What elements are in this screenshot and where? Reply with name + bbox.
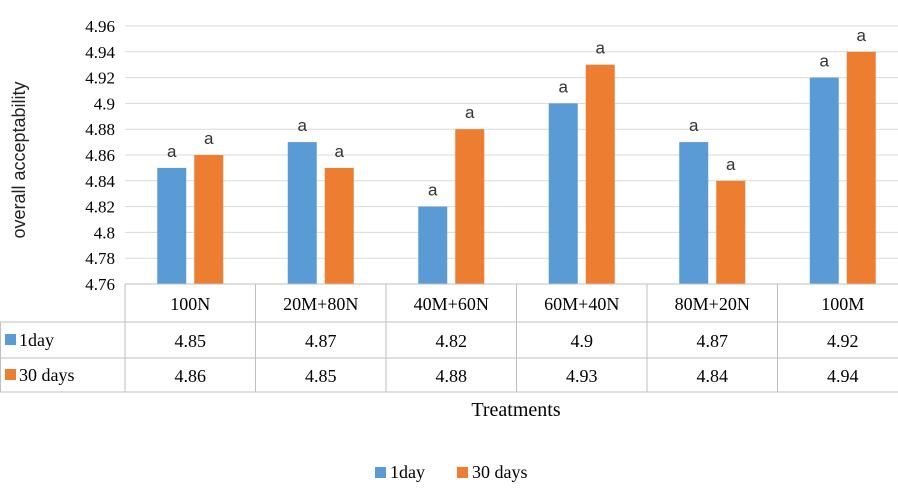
y-axis-label: overall acceptability bbox=[9, 81, 29, 238]
significance-letter: a bbox=[298, 116, 308, 135]
series-key-swatch bbox=[5, 369, 16, 380]
data-cell: 4.86 bbox=[175, 366, 207, 386]
legend-label: 30 days bbox=[472, 462, 528, 482]
legend-swatch bbox=[457, 467, 468, 478]
data-cell: 4.82 bbox=[436, 331, 468, 351]
significance-letter: a bbox=[167, 142, 177, 161]
y-tick-label: 4.82 bbox=[85, 198, 115, 217]
data-cell: 4.93 bbox=[566, 366, 598, 386]
y-tick-label: 4.86 bbox=[85, 146, 115, 165]
bar bbox=[455, 129, 485, 284]
significance-letter: a bbox=[689, 116, 699, 135]
bar bbox=[194, 155, 224, 284]
category-label: 40M+60N bbox=[414, 294, 489, 314]
significance-letter: a bbox=[428, 181, 438, 200]
data-cell: 4.92 bbox=[827, 331, 859, 351]
bar bbox=[716, 180, 746, 284]
series-row-label: 30 days bbox=[19, 365, 75, 385]
significance-letter: a bbox=[857, 26, 867, 45]
significance-letter: a bbox=[335, 142, 345, 161]
bar bbox=[679, 142, 709, 284]
significance-letter: a bbox=[204, 129, 214, 148]
bar bbox=[157, 167, 187, 284]
bar bbox=[548, 103, 578, 285]
y-tick-label: 4.84 bbox=[85, 172, 115, 191]
data-cell: 4.88 bbox=[436, 366, 468, 386]
data-cell: 4.9 bbox=[571, 331, 594, 351]
data-cell: 4.87 bbox=[305, 331, 337, 351]
legend: 1day 30 days bbox=[375, 462, 528, 482]
category-label: 20M+80N bbox=[283, 294, 358, 314]
data-cell: 4.84 bbox=[697, 366, 729, 386]
data-cell: 4.85 bbox=[305, 366, 337, 386]
series-row-label: 1day bbox=[19, 330, 54, 350]
bar bbox=[809, 77, 839, 284]
category-label: 100M bbox=[821, 294, 864, 314]
bar bbox=[418, 206, 448, 284]
significance-letter: a bbox=[726, 155, 736, 174]
y-tick-label: 4.76 bbox=[85, 275, 115, 294]
bar bbox=[287, 142, 317, 284]
legend-label: 1day bbox=[390, 462, 425, 482]
y-tick-label: 4.92 bbox=[85, 69, 115, 88]
y-tick-label: 4.88 bbox=[85, 120, 115, 139]
significance-letters: a a a a a a a a a a a a bbox=[167, 26, 867, 200]
data-cell: 4.87 bbox=[697, 331, 729, 351]
bar bbox=[585, 64, 615, 284]
significance-letter: a bbox=[820, 52, 830, 71]
category-label: 60M+40N bbox=[544, 294, 619, 314]
y-tick-label: 4.9 bbox=[94, 94, 115, 113]
significance-letter: a bbox=[465, 103, 475, 122]
series-key-swatch bbox=[5, 334, 16, 345]
significance-letter: a bbox=[559, 77, 569, 96]
y-tick-label: 4.78 bbox=[85, 249, 115, 268]
x-axis-label: Treatments bbox=[471, 399, 560, 421]
y-tick-label: 4.96 bbox=[85, 17, 115, 36]
bar bbox=[846, 51, 876, 284]
legend-swatch bbox=[375, 467, 386, 478]
bar bbox=[324, 167, 354, 284]
data-table: 100N 20M+80N 40M+60N 60M+40N 80M+20N 100M 1day… bbox=[0, 283, 898, 393]
category-label: 80M+20N bbox=[675, 294, 750, 314]
y-tick-label: 4.8 bbox=[94, 223, 115, 242]
category-label: 100N bbox=[170, 294, 210, 314]
significance-letter: a bbox=[596, 39, 606, 58]
data-cell: 4.94 bbox=[827, 366, 859, 386]
y-axis-ticks: 4.76 4.78 4.8 4.82 4.84 4.86 4.88 4.9 4.92 4.94 4.… bbox=[85, 17, 115, 294]
data-cell: 4.85 bbox=[175, 331, 207, 351]
bars bbox=[157, 51, 876, 285]
y-tick-label: 4.94 bbox=[85, 43, 115, 62]
gridlines bbox=[125, 25, 898, 285]
